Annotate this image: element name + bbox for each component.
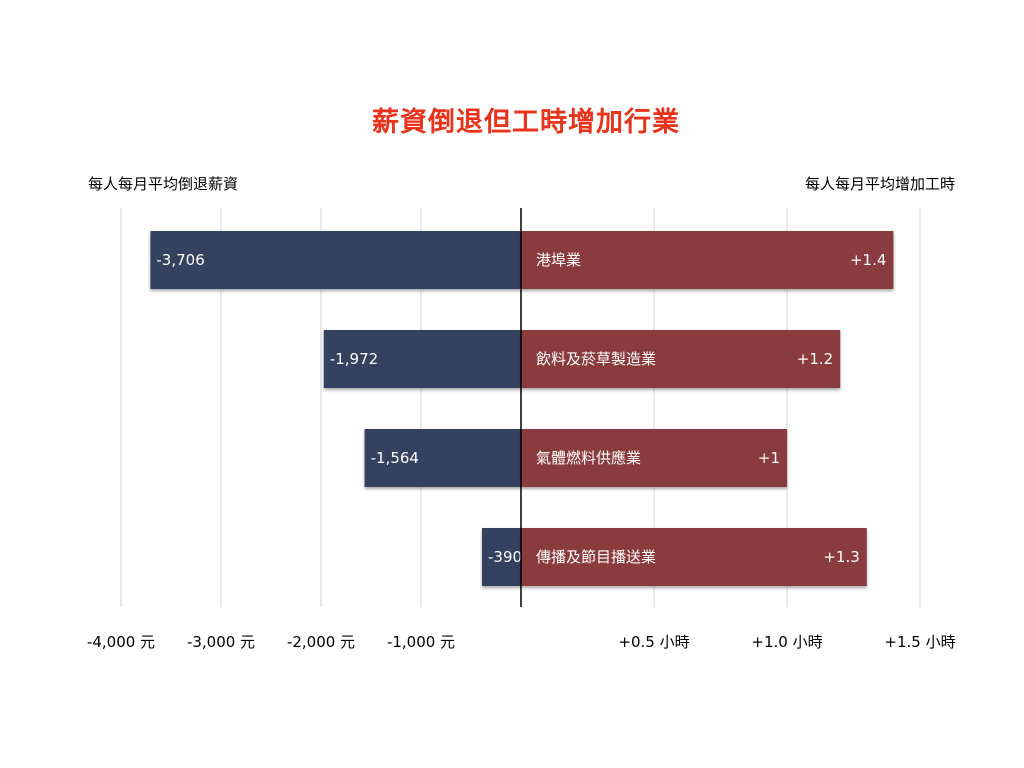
wage-bar xyxy=(150,231,521,289)
wage-value-label: -1,972 xyxy=(330,350,378,368)
wage-bar xyxy=(323,330,521,388)
category-label: 飲料及菸草製造業 xyxy=(536,350,656,368)
hours-bar xyxy=(521,330,841,388)
left-tick-label: -2,000 元 xyxy=(287,633,355,651)
left-tick-label: -4,000 元 xyxy=(87,633,155,651)
wage-bar xyxy=(364,429,521,487)
category-label: 傳播及節目播送業 xyxy=(536,548,656,566)
wage-value-label: -390 xyxy=(488,548,522,566)
wage-value-label: -3,706 xyxy=(156,251,204,269)
hours-bar xyxy=(521,231,894,289)
right-axis-title: 每人每月平均增加工時 xyxy=(804,175,955,193)
hours-bar xyxy=(521,528,867,586)
hours-value-label: +1.3 xyxy=(823,548,859,566)
left-tick-label: -3,000 元 xyxy=(187,633,255,651)
left-tick-label: -1,000 元 xyxy=(387,633,455,651)
right-tick-label: +1.0 小時 xyxy=(751,633,822,651)
left-axis-title: 每人每月平均倒退薪資 xyxy=(88,175,239,193)
category-label: 氣體燃料供應業 xyxy=(536,449,641,467)
hours-value-label: +1.4 xyxy=(850,251,886,269)
wage-bar xyxy=(482,528,521,586)
right-tick-label: +1.5 小時 xyxy=(884,633,955,651)
category-label: 港埠業 xyxy=(536,251,581,269)
hours-bar xyxy=(521,429,787,487)
right-tick-label: +0.5 小時 xyxy=(618,633,689,651)
hours-value-label: +1.2 xyxy=(797,350,833,368)
chart-title: 薪資倒退但工時增加行業 xyxy=(372,107,680,138)
hours-value-label: +1 xyxy=(758,449,780,467)
wage-value-label: -1,564 xyxy=(371,449,419,467)
